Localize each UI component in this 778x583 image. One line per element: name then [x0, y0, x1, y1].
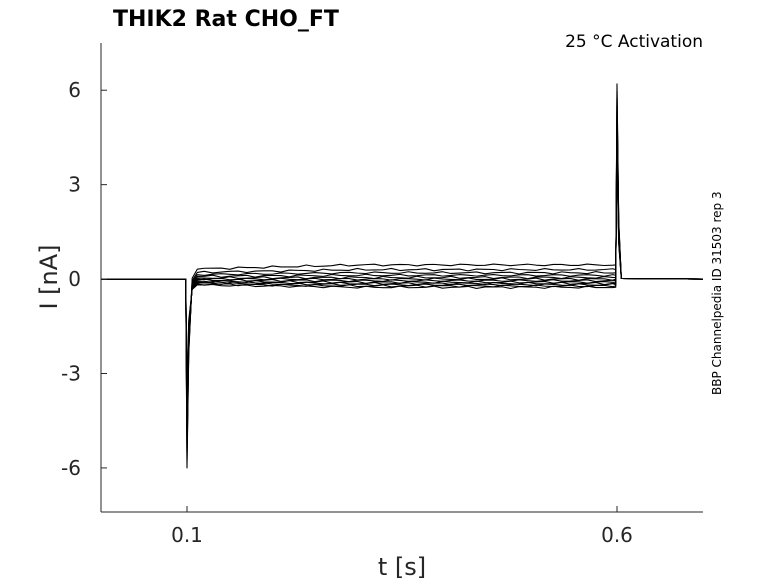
current-trace-series	[101, 97, 704, 399]
current-trace-series	[101, 133, 704, 438]
y-axis-label: I [nA]	[35, 244, 63, 309]
current-trace-series	[101, 154, 704, 461]
x-tick-label: 0.6	[601, 523, 633, 547]
chart-title: THIK2 Rat CHO_FT	[113, 7, 339, 32]
y-tick-label: 6	[68, 78, 81, 102]
y-tick-label: -6	[61, 456, 81, 480]
chart-subtitle: 25 °C Activation	[565, 32, 703, 52]
plot-area	[101, 83, 704, 469]
current-trace-series	[101, 104, 704, 407]
current-trace-series	[101, 111, 704, 415]
channelpedia-id-note: BBP Channelpedia ID 31503 rep 3	[710, 191, 724, 395]
y-tick-label: 3	[68, 173, 81, 197]
y-tick-label: -3	[61, 362, 81, 386]
y-tick-label: 0	[68, 267, 81, 291]
current-trace-series	[101, 83, 704, 384]
current-trace-series	[101, 118, 704, 423]
x-axis-ticks: 0.1 0.6	[171, 506, 633, 547]
current-trace-series	[101, 161, 704, 469]
current-trace-series	[101, 140, 704, 446]
y-axis-ticks: 6 3 0 -3 -6	[61, 78, 107, 480]
x-axis-label: t [s]	[378, 553, 426, 581]
x-tick-label: 0.1	[171, 523, 203, 547]
current-trace-series	[101, 90, 704, 392]
current-trace-series	[101, 147, 704, 454]
